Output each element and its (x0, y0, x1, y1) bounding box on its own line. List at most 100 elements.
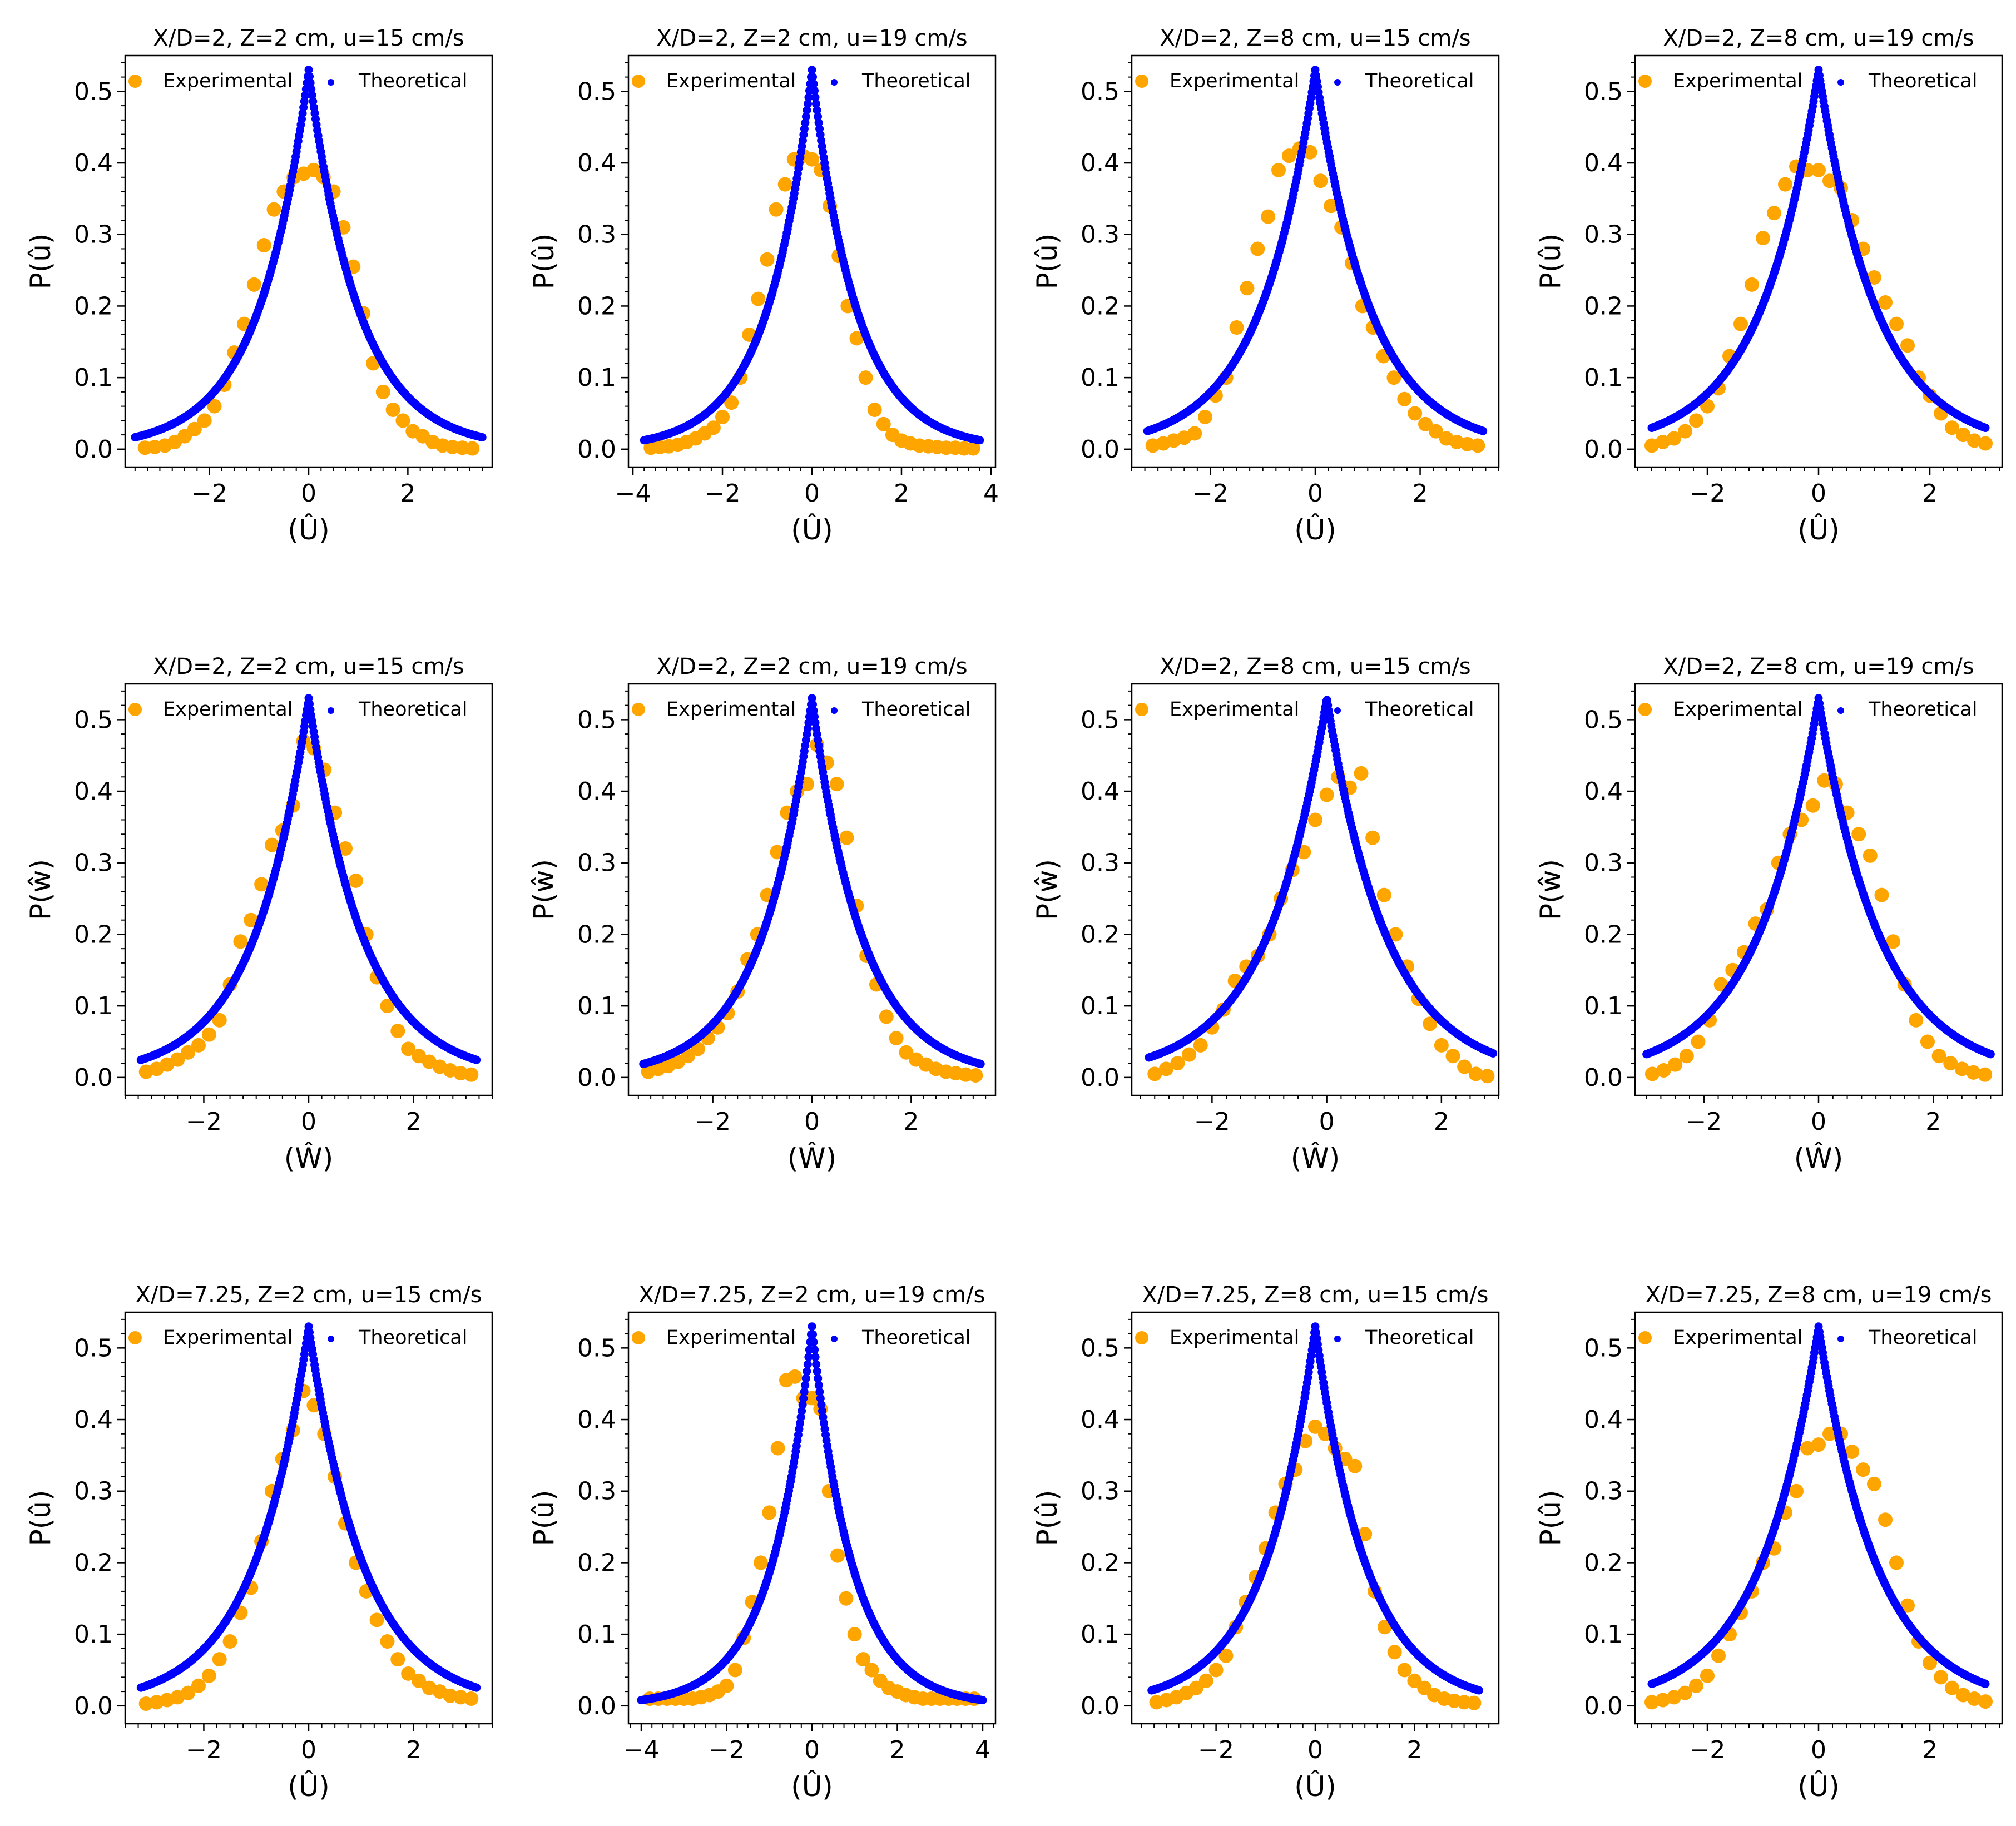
theoretical-point (804, 93, 813, 102)
theoretical-point (800, 1387, 809, 1396)
y-tick-label: 0.1 (577, 992, 616, 1020)
experimental-point (254, 877, 269, 892)
experimental-point (867, 403, 882, 418)
experimental-point (706, 420, 721, 435)
theoretical-point (810, 1345, 819, 1354)
legend-label-experimental: Experimental (1673, 698, 1802, 721)
axes-frame (1634, 54, 2003, 468)
experimental-point (338, 841, 353, 856)
experimental-point (1418, 416, 1433, 431)
y-tick-label: 0.5 (577, 1334, 616, 1362)
y-tick-label: 0.5 (577, 77, 616, 106)
experimental-point (1778, 177, 1792, 192)
experimental-point (348, 873, 363, 888)
y-tick-label: 0.5 (1584, 77, 1623, 106)
legend-marker-experimental (1135, 75, 1148, 88)
experimental-point (1313, 173, 1328, 188)
legend-marker-theoretical (1837, 707, 1844, 714)
experimental-point (1967, 433, 1982, 448)
theoretical-point (801, 1381, 810, 1390)
experimental-point (1261, 209, 1276, 224)
theoretical-point (801, 1374, 810, 1383)
legend-label-theoretical: Theoretical (861, 70, 971, 92)
experimental-point (201, 1668, 216, 1683)
x-tick-label: 0 (1811, 1108, 1826, 1136)
experimental-point (1851, 827, 1866, 842)
plot-area (1143, 66, 1488, 453)
y-tick-label: 0.1 (74, 1620, 113, 1649)
experimental-point (1468, 1066, 1483, 1081)
experimental-point (222, 1634, 237, 1649)
experimental-point (770, 845, 785, 860)
x-tick-label: −4 (615, 479, 651, 508)
experimental-point (830, 1548, 845, 1563)
experimental-point (1909, 1013, 1924, 1028)
chart-panel-6: X/D=2, Z=2 cm, u=19 cm/s 0.0 0.1 0.2 0.3 0.4 0… (528, 654, 997, 1174)
experimental-point (233, 934, 248, 949)
experimental-point (1229, 320, 1244, 335)
theoretical-point (803, 1367, 811, 1376)
y-tick-label: 0.3 (1081, 849, 1120, 877)
experimental-point (856, 1652, 871, 1667)
x-tick-label: −2 (1194, 1108, 1230, 1136)
experimental-point (1170, 1056, 1185, 1071)
y-tick-label: 0.4 (577, 777, 616, 806)
experimental-point (751, 291, 766, 306)
y-tick-label: 0.5 (577, 706, 616, 734)
experimental-point (1182, 1047, 1197, 1062)
plot-area (136, 1322, 481, 1711)
experimental-point (1457, 1059, 1472, 1074)
x-tick-label: −2 (705, 479, 741, 508)
y-axis-label: P(ŵ) (24, 859, 57, 920)
x-axis-label: (Û) (288, 1770, 330, 1803)
experimental-point (375, 384, 390, 399)
theoretical-point (814, 112, 823, 121)
chart-title: X/D=7.25, Z=2 cm, u=15 cm/s (136, 1282, 482, 1308)
theoretical-point (796, 1413, 805, 1422)
theoretical-point (305, 72, 314, 81)
experimental-point (1668, 1057, 1683, 1072)
plot-area (131, 66, 487, 456)
legend-marker-experimental (1638, 75, 1652, 88)
theoretical-point (803, 100, 812, 108)
experimental-point (1954, 1061, 1969, 1076)
legend-marker-theoretical (1334, 707, 1341, 714)
experimental-point (1386, 370, 1401, 385)
experimental-point (181, 1685, 196, 1700)
x-axis-label: (Ŵ) (1291, 1142, 1340, 1174)
chart-panel-2: X/D=2, Z=2 cm, u=19 cm/s 0.0 0.1 0.2 0.3 0.4 0… (528, 26, 999, 546)
theoretical-point (808, 1322, 816, 1331)
experimental-point (1733, 316, 1748, 331)
y-axis-label: P(û) (24, 1490, 57, 1546)
y-tick-label: 0.5 (1584, 706, 1623, 734)
theoretical-point (811, 1353, 820, 1362)
axes-frame (1131, 54, 1500, 468)
legend-marker-experimental (1135, 703, 1148, 716)
y-tick-label: 0.4 (1584, 777, 1623, 806)
experimental-point (1644, 438, 1659, 453)
legend-marker-theoretical (328, 1336, 334, 1342)
theoretical-point (976, 1059, 985, 1068)
theoretical-point (798, 1400, 807, 1409)
y-tick-label: 0.1 (74, 992, 113, 1020)
legend-marker-experimental (128, 1331, 142, 1344)
experimental-point (847, 1627, 862, 1642)
experimental-point (244, 912, 259, 927)
chart-title: X/D=2, Z=2 cm, u=19 cm/s (656, 26, 967, 51)
y-tick-label: 0.3 (577, 221, 616, 249)
experimental-point (191, 1678, 206, 1693)
experimental-point (1745, 277, 1759, 292)
y-tick-label: 0.0 (577, 1692, 616, 1720)
plot-area (640, 66, 984, 456)
x-tick-label: 0 (1319, 1108, 1335, 1136)
y-tick-label: 0.2 (1081, 920, 1120, 949)
x-tick-label: 2 (400, 479, 415, 508)
experimental-point (1408, 406, 1423, 421)
chart-title: X/D=2, Z=8 cm, u=15 cm/s (1160, 26, 1470, 51)
y-tick-label: 0.1 (577, 1620, 616, 1649)
experimental-point (1667, 431, 1681, 446)
experimental-point (800, 777, 815, 792)
theoretical-point (809, 700, 818, 709)
experimental-point (1470, 438, 1485, 453)
experimental-point (715, 409, 730, 424)
